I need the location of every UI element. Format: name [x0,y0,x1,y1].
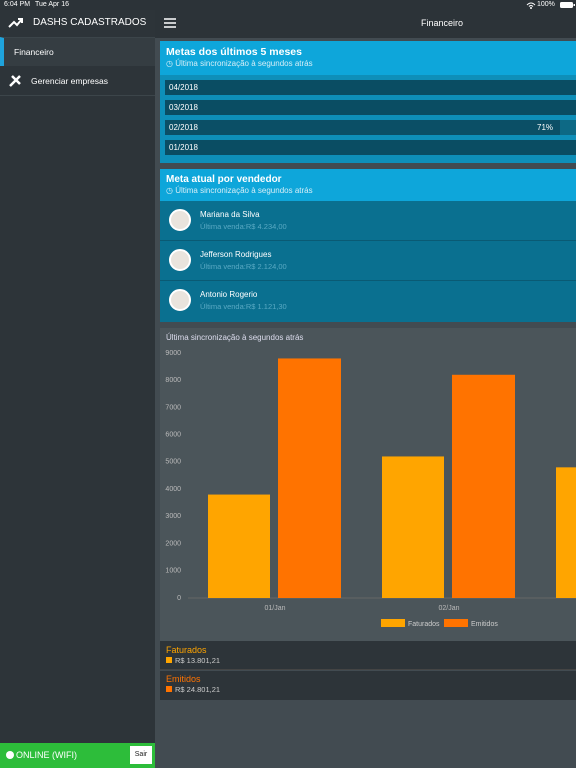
card-header [160,169,576,201]
legend-swatch [444,619,468,627]
online-bar: ONLINE (WIFI) Sair [0,743,155,768]
sync: Última sincronização à segundos atrás [175,59,313,68]
bar [452,374,515,598]
legend-label: Emitidos [471,621,498,628]
total-row: Emitidos R$ 24.801,21 [160,671,576,700]
y-tick-label: 6000 [165,432,181,439]
total-value: R$ 13.801,21 [175,656,221,665]
header-title: Financeiro [421,18,464,28]
bar [278,358,341,598]
y-tick-label: 1000 [165,568,181,575]
seller-sale: Última venda:R$ 4.234,00 [200,222,287,231]
chart-subtitle: Última sincronização à segundos atrás [166,333,303,342]
y-tick-label: 2000 [165,540,181,547]
x-tick-label: 02/Jan [438,605,459,612]
time: 6:04 PM [4,1,31,8]
seller-name: Antonio Rogerio [200,290,258,299]
x-tick-label: 01/Jan [264,605,285,612]
seller-name: Mariana da Silva [200,210,260,219]
goal-label: 02/2018 [169,123,198,132]
avatar [169,289,191,311]
y-tick-label: 8000 [165,377,181,384]
y-tick-label: 4000 [165,486,181,493]
sync: Última sincronização à segundos atrás [175,186,313,195]
goal-percent: 71% [537,123,554,132]
sidebar-title: DASHS CADASTRADOS [33,17,147,28]
menu-item[interactable]: Financeiro [0,37,155,66]
chart-card: Última sincronização à segundos atrás 01… [160,328,576,641]
y-tick-label: 7000 [165,404,181,411]
legend-label: Faturados [408,621,440,628]
seller-name: Jefferson Rodrigues [200,250,272,259]
bar [556,467,576,598]
goal-label: 01/2018 [169,143,198,152]
sidebar [0,10,155,768]
seller-sale: Última venda:R$ 1.121,30 [200,302,287,311]
total-row: Faturados R$ 13.801,21 [160,641,576,670]
hamburger[interactable] [164,18,176,28]
legend-swatch [381,619,405,627]
y-tick-label: 5000 [165,459,181,466]
online-dot [6,751,14,759]
avatar [169,249,191,271]
total-swatch [166,686,172,692]
seller-row: Mariana da Silva Última venda:R$ 4.234,00 [160,201,576,241]
y-tick-label: 0 [177,595,181,602]
menu-item[interactable]: Gerenciar empresas [0,66,155,96]
card-header [160,41,576,75]
sync-text: ◷ Última sincronização à segundos atrás [166,59,313,68]
goal-row: 04/2018 [165,80,576,95]
seller-sale: Última venda:R$ 2.124,00 [200,262,287,271]
card-title: Metas dos últimos 5 meses [166,46,302,58]
seller-row: Antonio Rogerio Última venda:R$ 1.121,30 [160,281,576,321]
y-tick-label: 9000 [165,350,181,357]
sync-text: ◷ Última sincronização à segundos atrás [166,186,313,195]
online-text: ONLINE (WIFI) [16,750,77,760]
goal-label: 04/2018 [169,83,198,92]
goal-row: 01/2018 [165,140,576,155]
tools-icon [9,75,21,87]
bar [208,494,270,598]
total-name: Faturados [166,645,207,655]
trend-icon [8,18,23,28]
goal-row: 02/2018 71% [165,120,576,135]
avatar [169,209,191,231]
card-title: Meta atual por vendedor [166,174,282,185]
menu-label: Gerenciar empresas [31,76,109,86]
bar [382,456,444,598]
status-icons [526,2,575,9]
total-name: Emitidos [166,674,201,684]
logout-button[interactable]: Sair [130,746,152,764]
goal-label: 03/2018 [169,103,198,112]
total-swatch [166,657,172,663]
battery-text: 100% [537,1,555,8]
goal-row: 03/2018 [165,100,576,115]
total-value: R$ 24.801,21 [175,685,221,694]
seller-row: Jefferson Rodrigues Última venda:R$ 2.124… [160,241,576,281]
sellers-card: Meta atual por vendedor ◷ Última sincron… [160,169,576,322]
menu-label: Financeiro [14,47,54,57]
date: Tue Apr 16 [35,1,69,8]
y-tick-label: 3000 [165,513,181,520]
